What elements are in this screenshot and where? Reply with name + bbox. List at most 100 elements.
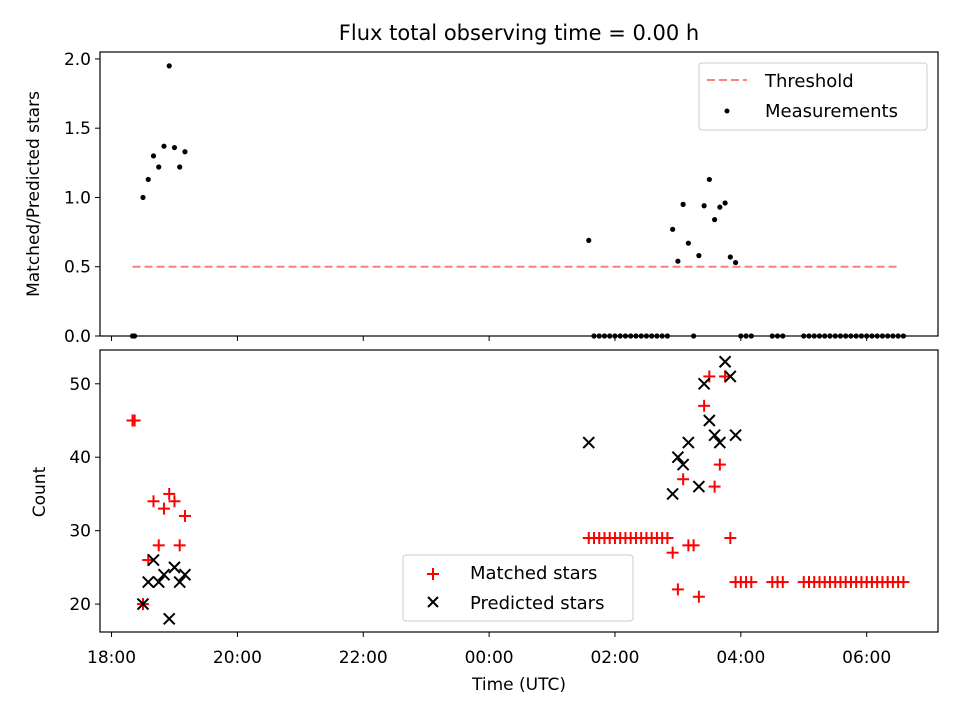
measurement-point [769, 333, 775, 339]
legend-threshold-label: Threshold [764, 71, 854, 92]
measurement-point [617, 333, 623, 339]
series-measurements [129, 63, 906, 339]
measurement-point [680, 201, 686, 207]
x-tick-label: 02:00 [590, 648, 639, 668]
measurement-point [182, 149, 188, 155]
measurement-point [885, 333, 891, 339]
measurement-point [743, 333, 749, 339]
measurement-point [848, 333, 854, 339]
top-y-tick-label: 1.5 [64, 119, 91, 139]
x-tick-label: 18:00 [87, 648, 136, 668]
predicted-star-point [676, 458, 690, 471]
measurement-point [654, 333, 660, 339]
predicted-star-point [666, 487, 679, 501]
measurement-point [675, 258, 681, 264]
predicted-star-point [147, 553, 160, 567]
top-y-axis-label: Matched/Predicted stars [24, 91, 44, 297]
measurement-point [701, 203, 707, 209]
predicted-star-point [713, 436, 727, 449]
measurement-point [696, 253, 702, 259]
measurement-point [586, 237, 592, 244]
bottom-legend-frame [402, 554, 634, 622]
top-panel: 0.0 0.5 1.0 1.5 2.0 [64, 50, 939, 347]
matched-star-point [666, 546, 679, 559]
predicted-star-point [718, 355, 732, 368]
matched-star-point [157, 502, 170, 515]
matched-star-point [703, 370, 716, 383]
measurement-point [596, 333, 602, 339]
bottom-y-tick-label: 20 [69, 595, 91, 615]
measurement-point [874, 333, 880, 339]
measurement-point [670, 226, 676, 232]
measurement-point [649, 333, 655, 339]
measurement-point [156, 164, 162, 170]
bottom-y-tick-label: 40 [69, 448, 91, 468]
measurement-point [685, 240, 691, 246]
measurement-point [853, 333, 859, 339]
bottom-legend: Matched stars Predicted stars [402, 554, 634, 622]
matched-star-point [713, 458, 726, 471]
x-tick-label: 00:00 [465, 648, 514, 668]
predicted-star-point [173, 575, 186, 589]
measurement-point [895, 333, 901, 339]
predicted-star-point [724, 370, 737, 383]
matched-star-point [776, 576, 789, 589]
measurement-point [638, 333, 644, 339]
measurement-point [843, 333, 849, 339]
matched-star-point [147, 495, 160, 508]
measurement-point [900, 333, 906, 339]
matched-star-point [897, 576, 910, 589]
top-legend: Threshold Measurements [698, 62, 928, 131]
measurement-point [607, 333, 613, 339]
matched-star-point [152, 539, 165, 552]
measurement-point [633, 333, 639, 339]
bottom-y-tick-label: 50 [69, 375, 91, 395]
predicted-star-point [671, 451, 685, 464]
measurement-point [717, 204, 723, 210]
x-tick-label: 06:00 [842, 648, 891, 668]
matched-star-point [692, 590, 705, 603]
bottom-y-axis-label: Count [30, 466, 50, 517]
measurement-point [643, 333, 650, 339]
measurement-point [150, 153, 157, 159]
bottom-panel: 18:00 20:00 22:00 00:00 02:00 04:00 06:00 20 30 4… [69, 349, 939, 668]
predicted-star-point [136, 597, 150, 611]
measurement-point [706, 176, 712, 183]
measurement-point [659, 333, 665, 339]
matched-star-point [661, 532, 674, 544]
top-y-tick-label: 2.0 [64, 50, 91, 70]
measurement-point [780, 333, 786, 339]
legend-measurements-label: Measurements [765, 101, 898, 122]
matched-star-point [677, 473, 690, 486]
measurement-point [612, 333, 618, 339]
measurement-point [166, 63, 172, 69]
matched-star-point [128, 414, 141, 427]
top-legend-frame [698, 62, 928, 131]
x-tick-label: 22:00 [339, 648, 388, 668]
legend-predicted-label: Predicted stars [470, 593, 604, 614]
predicted-star-point [157, 568, 171, 581]
top-y-tick-label: 1.0 [64, 188, 91, 208]
measurement-point [132, 333, 138, 339]
matched-star-point [178, 509, 191, 522]
predicted-star-point [697, 377, 711, 390]
measurement-point [171, 144, 178, 151]
matched-star-point [671, 583, 684, 596]
predicted-star-point [163, 612, 176, 625]
measurement-point [622, 333, 629, 339]
bottom-plot-frame [99, 349, 939, 633]
x-tick-label: 20:00 [213, 648, 262, 668]
x-tick-label: 04:00 [716, 648, 765, 668]
measurement-point [691, 333, 697, 339]
measurement-point [827, 333, 833, 339]
x-axis-label: Time (UTC) [471, 675, 566, 695]
legend-matched-label: Matched stars [470, 563, 597, 584]
bottom-y-tick-label: 30 [69, 522, 91, 542]
measurement-point [801, 333, 807, 339]
predicted-star-point [582, 436, 595, 449]
predicted-star-point [142, 575, 155, 589]
measurement-point [738, 333, 744, 339]
measurement-point [869, 333, 875, 339]
measurement-point [864, 333, 870, 339]
measurement-point [664, 333, 671, 339]
